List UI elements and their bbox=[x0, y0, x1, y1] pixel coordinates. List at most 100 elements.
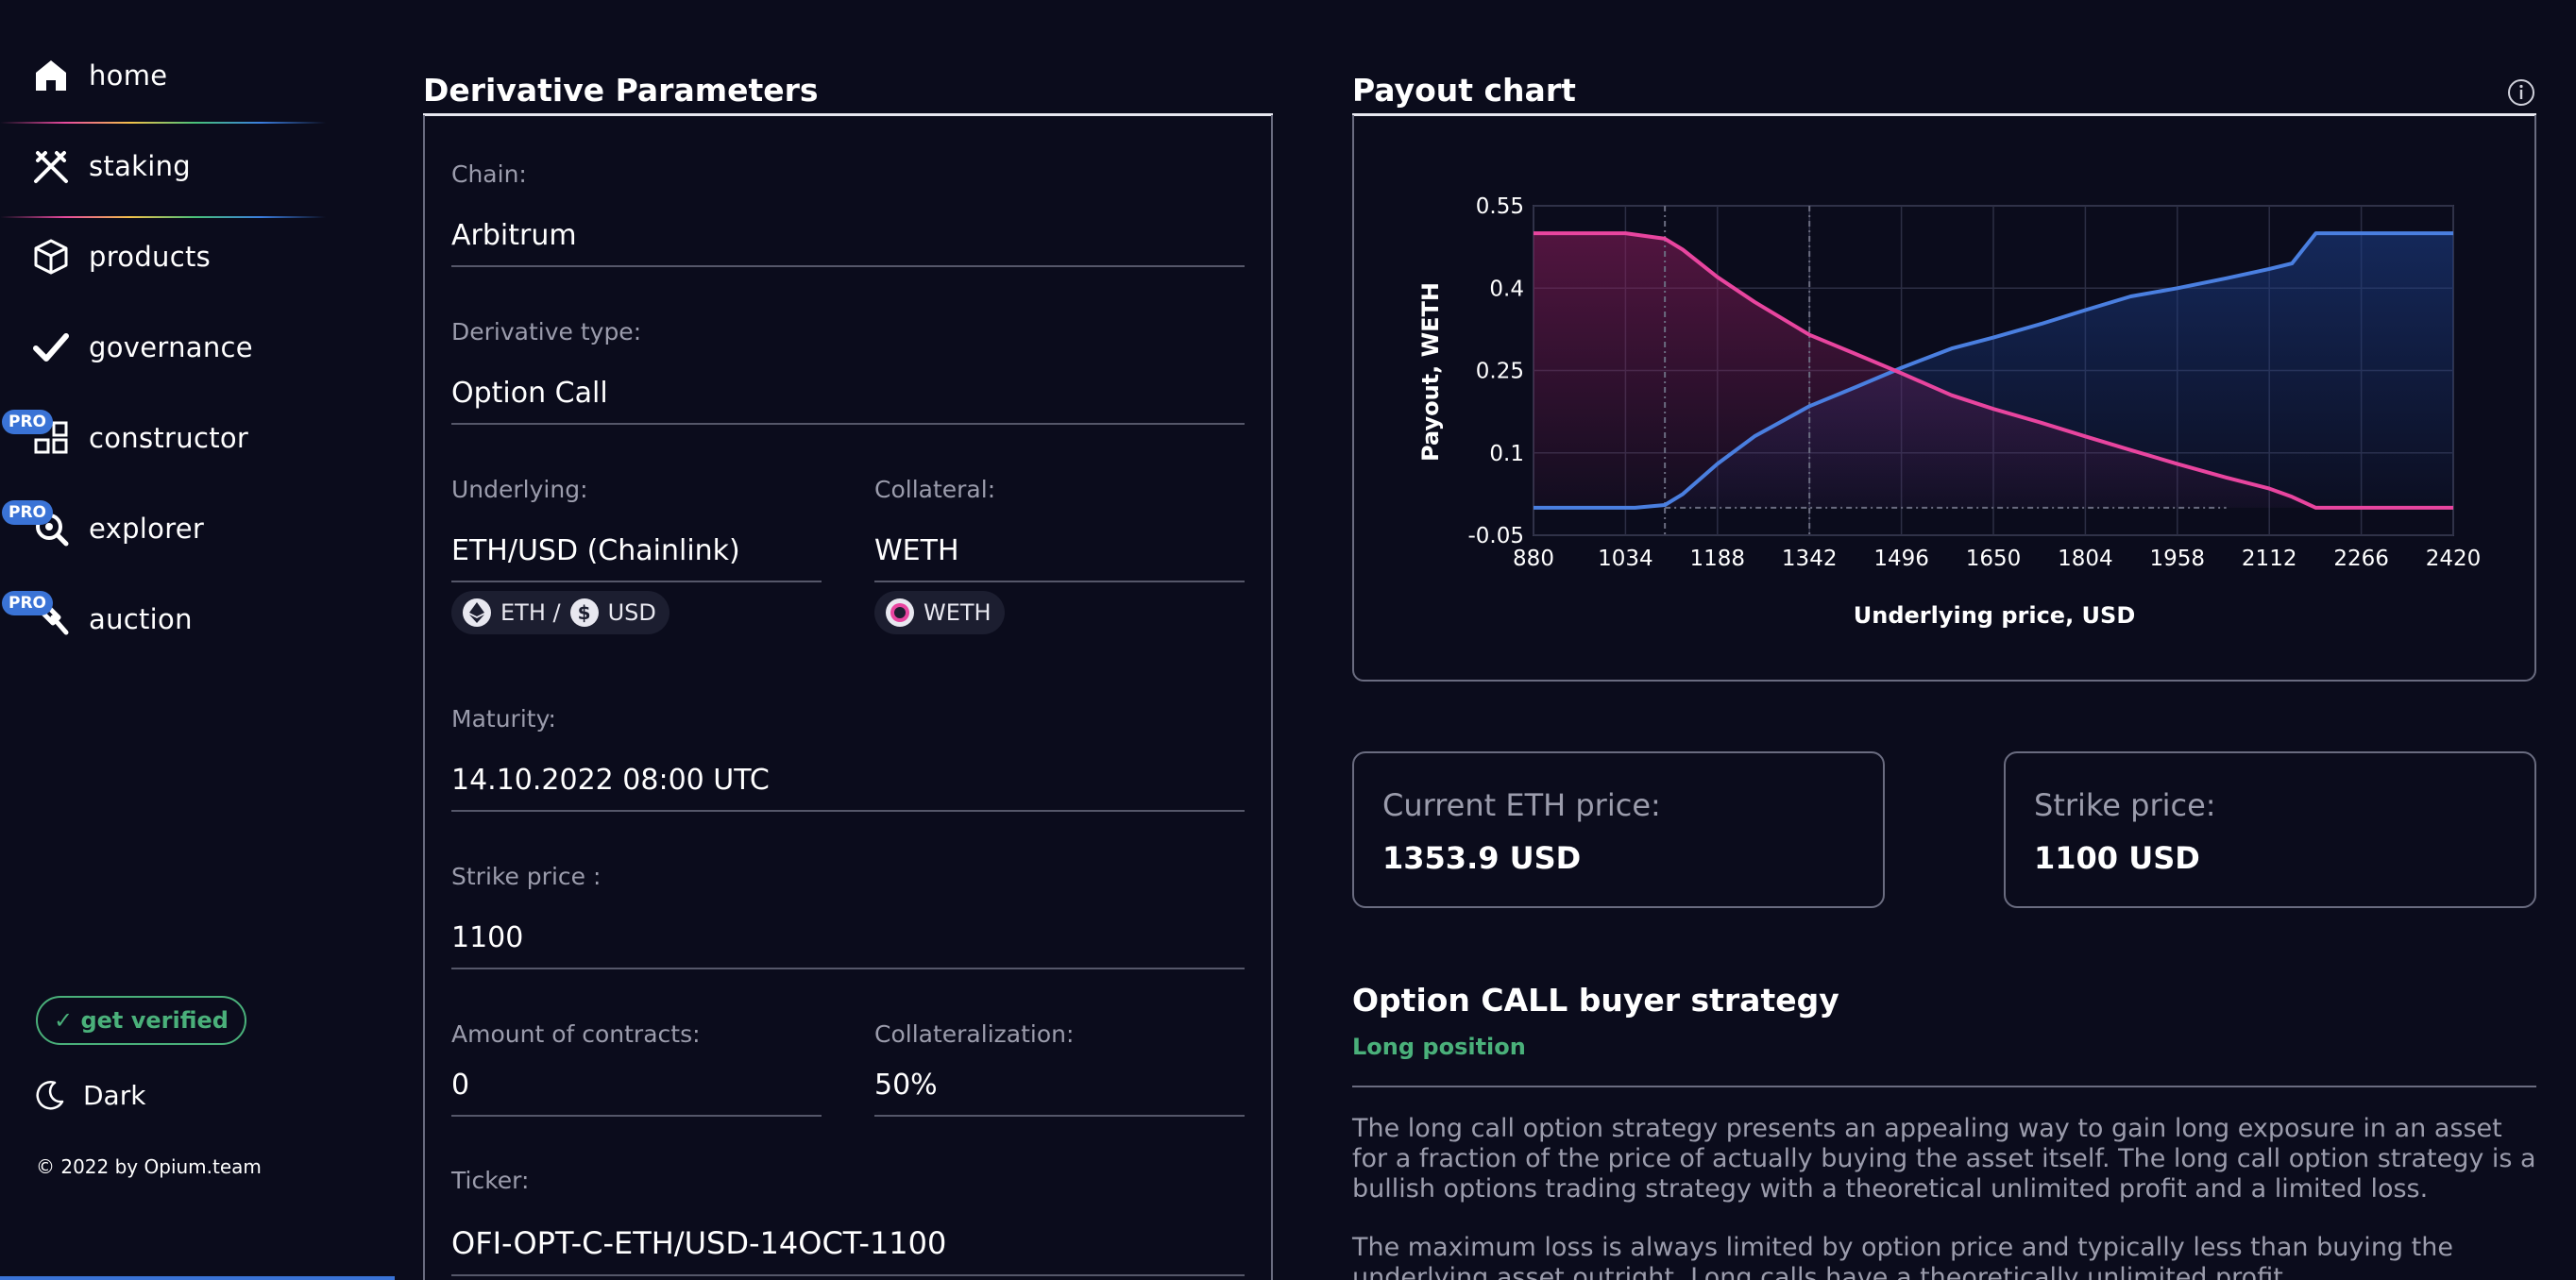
copyright: © 2022 by Opium.team bbox=[36, 1155, 262, 1178]
chart-reference-lines bbox=[1664, 206, 2227, 535]
chart-areas bbox=[1534, 233, 2453, 508]
strike-price-card-value: 1100 USD bbox=[2034, 840, 2200, 876]
chart-title-rule bbox=[1352, 113, 2536, 116]
strategy-subtitle: Long position bbox=[1352, 1034, 1526, 1060]
x-axis-ticks: 880 1034 1188 1342 1496 1650 1804 1958 2112 2266 2… bbox=[1513, 547, 2481, 571]
chart-title: Payout chart bbox=[1352, 72, 1576, 109]
eth-icon bbox=[463, 598, 491, 627]
sidebar-item-governance[interactable]: governance bbox=[0, 313, 326, 381]
sidebar-item-home[interactable]: home bbox=[0, 42, 326, 109]
info-icon[interactable] bbox=[2506, 77, 2536, 108]
amount-input[interactable]: 0 bbox=[451, 1069, 822, 1117]
collateralization-field[interactable]: 50% bbox=[874, 1069, 1245, 1117]
ticker-field: OFI-OPT-C-ETH/USD-14OCT-1100 bbox=[451, 1225, 1245, 1276]
sidebar-item-label: home bbox=[89, 59, 168, 92]
x-tick-label: 1804 bbox=[2058, 547, 2113, 571]
underlying-field[interactable]: ETH/USD (Chainlink) bbox=[451, 534, 822, 582]
grid-icon bbox=[34, 421, 68, 454]
x-tick-label: 2266 bbox=[2333, 547, 2389, 571]
home-icon bbox=[36, 60, 66, 91]
sidebar-item-products[interactable]: products bbox=[0, 223, 326, 291]
maturity-label: Maturity: bbox=[451, 705, 556, 733]
strategy-paragraph: The long call option strategy presents a… bbox=[1352, 1114, 2536, 1204]
sidebar: home staking products governance constru… bbox=[0, 0, 340, 1280]
sidebar-item-explorer[interactable]: explorer bbox=[0, 495, 326, 563]
moon-icon bbox=[36, 1081, 64, 1110]
x-tick-label: 2112 bbox=[2242, 547, 2297, 571]
sidebar-item-label: constructor bbox=[89, 422, 249, 454]
strategy-title: Option CALL buyer strategy bbox=[1352, 982, 1839, 1019]
weth-icon bbox=[886, 598, 914, 627]
staking-icon bbox=[34, 151, 68, 183]
x-tick-label: 1188 bbox=[1690, 547, 1746, 571]
x-tick-label: 1034 bbox=[1598, 547, 1653, 571]
maturity-field[interactable]: 14.10.2022 08:00 UTC bbox=[451, 764, 1245, 812]
sidebar-item-auction[interactable]: auction bbox=[0, 585, 326, 653]
underlying-chip-eth: ETH / bbox=[500, 599, 561, 626]
pro-badge: PRO bbox=[2, 591, 53, 615]
sidebar-item-label: products bbox=[89, 241, 212, 273]
box-icon bbox=[34, 239, 68, 275]
sidebar-item-label: explorer bbox=[89, 513, 205, 545]
chain-label: Chain: bbox=[451, 160, 527, 188]
derivative-type-field[interactable]: Option Call bbox=[451, 377, 1245, 425]
theme-label: Dark bbox=[83, 1079, 146, 1111]
amount-label: Amount of contracts: bbox=[451, 1020, 701, 1048]
payout-chart-panel: 880 1034 1188 1342 1496 1650 1804 1958 2112 2266 2… bbox=[1352, 115, 2536, 682]
payout-chart: 880 1034 1188 1342 1496 1650 1804 1958 2112 2266 2… bbox=[1417, 194, 2481, 629]
x-tick-label: 1650 bbox=[1966, 547, 2022, 571]
params-title: Derivative Parameters bbox=[423, 72, 819, 109]
sidebar-item-constructor[interactable]: constructor bbox=[0, 404, 326, 472]
y-tick-label: -0.05 bbox=[1467, 524, 1524, 548]
bottom-accent-bar bbox=[0, 1276, 395, 1280]
y-tick-label: 0.55 bbox=[1476, 194, 1524, 219]
current-price-value: 1353.9 USD bbox=[1382, 840, 1582, 876]
strategy-paragraph: The maximum loss is always limited by op… bbox=[1352, 1233, 2453, 1280]
strike-price-card-label: Strike price: bbox=[2034, 787, 2216, 823]
underlying-label: Underlying: bbox=[451, 476, 588, 503]
params-title-rule bbox=[423, 113, 1273, 116]
collateral-chip: WETH bbox=[874, 591, 1005, 634]
strategy-divider bbox=[1352, 1086, 2536, 1087]
series-line bbox=[1534, 231, 2453, 510]
sidebar-item-label: governance bbox=[89, 331, 253, 363]
chart-lines bbox=[1534, 231, 2453, 510]
x-tick-label: 1342 bbox=[1782, 547, 1838, 571]
chain-field[interactable]: Arbitrum bbox=[451, 219, 1245, 267]
derivative-type-label: Derivative type: bbox=[451, 318, 642, 345]
collateralization-label: Collateralization: bbox=[874, 1020, 1075, 1048]
sidebar-item-staking[interactable]: staking bbox=[0, 132, 326, 200]
x-tick-label: 880 bbox=[1513, 547, 1554, 571]
x-tick-label: 2420 bbox=[2426, 547, 2482, 571]
x-axis-label: Underlying price, USD bbox=[1854, 602, 2136, 629]
theme-toggle[interactable]: Dark bbox=[34, 1074, 145, 1116]
y-tick-label: 0.4 bbox=[1489, 277, 1524, 301]
pro-badge: PRO bbox=[2, 410, 53, 434]
check-icon bbox=[33, 333, 69, 362]
y-tick-label: 0.1 bbox=[1489, 442, 1524, 466]
series-area bbox=[1534, 233, 2453, 508]
underlying-chip: ETH / $ USD bbox=[451, 591, 669, 634]
strike-price-label: Strike price : bbox=[451, 863, 602, 890]
collateral-field[interactable]: WETH bbox=[874, 534, 1245, 582]
active-underline bbox=[0, 122, 326, 124]
x-tick-label: 1496 bbox=[1873, 547, 1929, 571]
underlying-chip-usd: USD bbox=[607, 599, 656, 626]
derivative-parameters-panel: Chain: Arbitrum Derivative type: Option … bbox=[423, 115, 1273, 1280]
y-tick-label: 0.25 bbox=[1476, 360, 1524, 384]
y-axis-label: Payout, WETH bbox=[1417, 282, 1444, 462]
sidebar-item-label: auction bbox=[89, 603, 193, 635]
sidebar-item-label: staking bbox=[89, 150, 191, 182]
y-axis-ticks: -0.05 0.1 0.25 0.4 0.55 bbox=[1467, 194, 1524, 548]
collateral-label: Collateral: bbox=[874, 476, 996, 503]
strike-price-field[interactable]: 1100 bbox=[451, 921, 1245, 969]
current-price-label: Current ETH price: bbox=[1382, 787, 1661, 823]
collateral-chip-label: WETH bbox=[924, 599, 991, 626]
strike-price-card: Strike price: 1100 USD bbox=[2004, 751, 2536, 908]
ticker-label: Ticker: bbox=[451, 1167, 530, 1194]
current-price-card: Current ETH price: 1353.9 USD bbox=[1352, 751, 1885, 908]
divider-gradient bbox=[0, 216, 326, 218]
x-tick-label: 1958 bbox=[2150, 547, 2206, 571]
get-verified-button[interactable]: ✓ get verified bbox=[36, 996, 246, 1045]
